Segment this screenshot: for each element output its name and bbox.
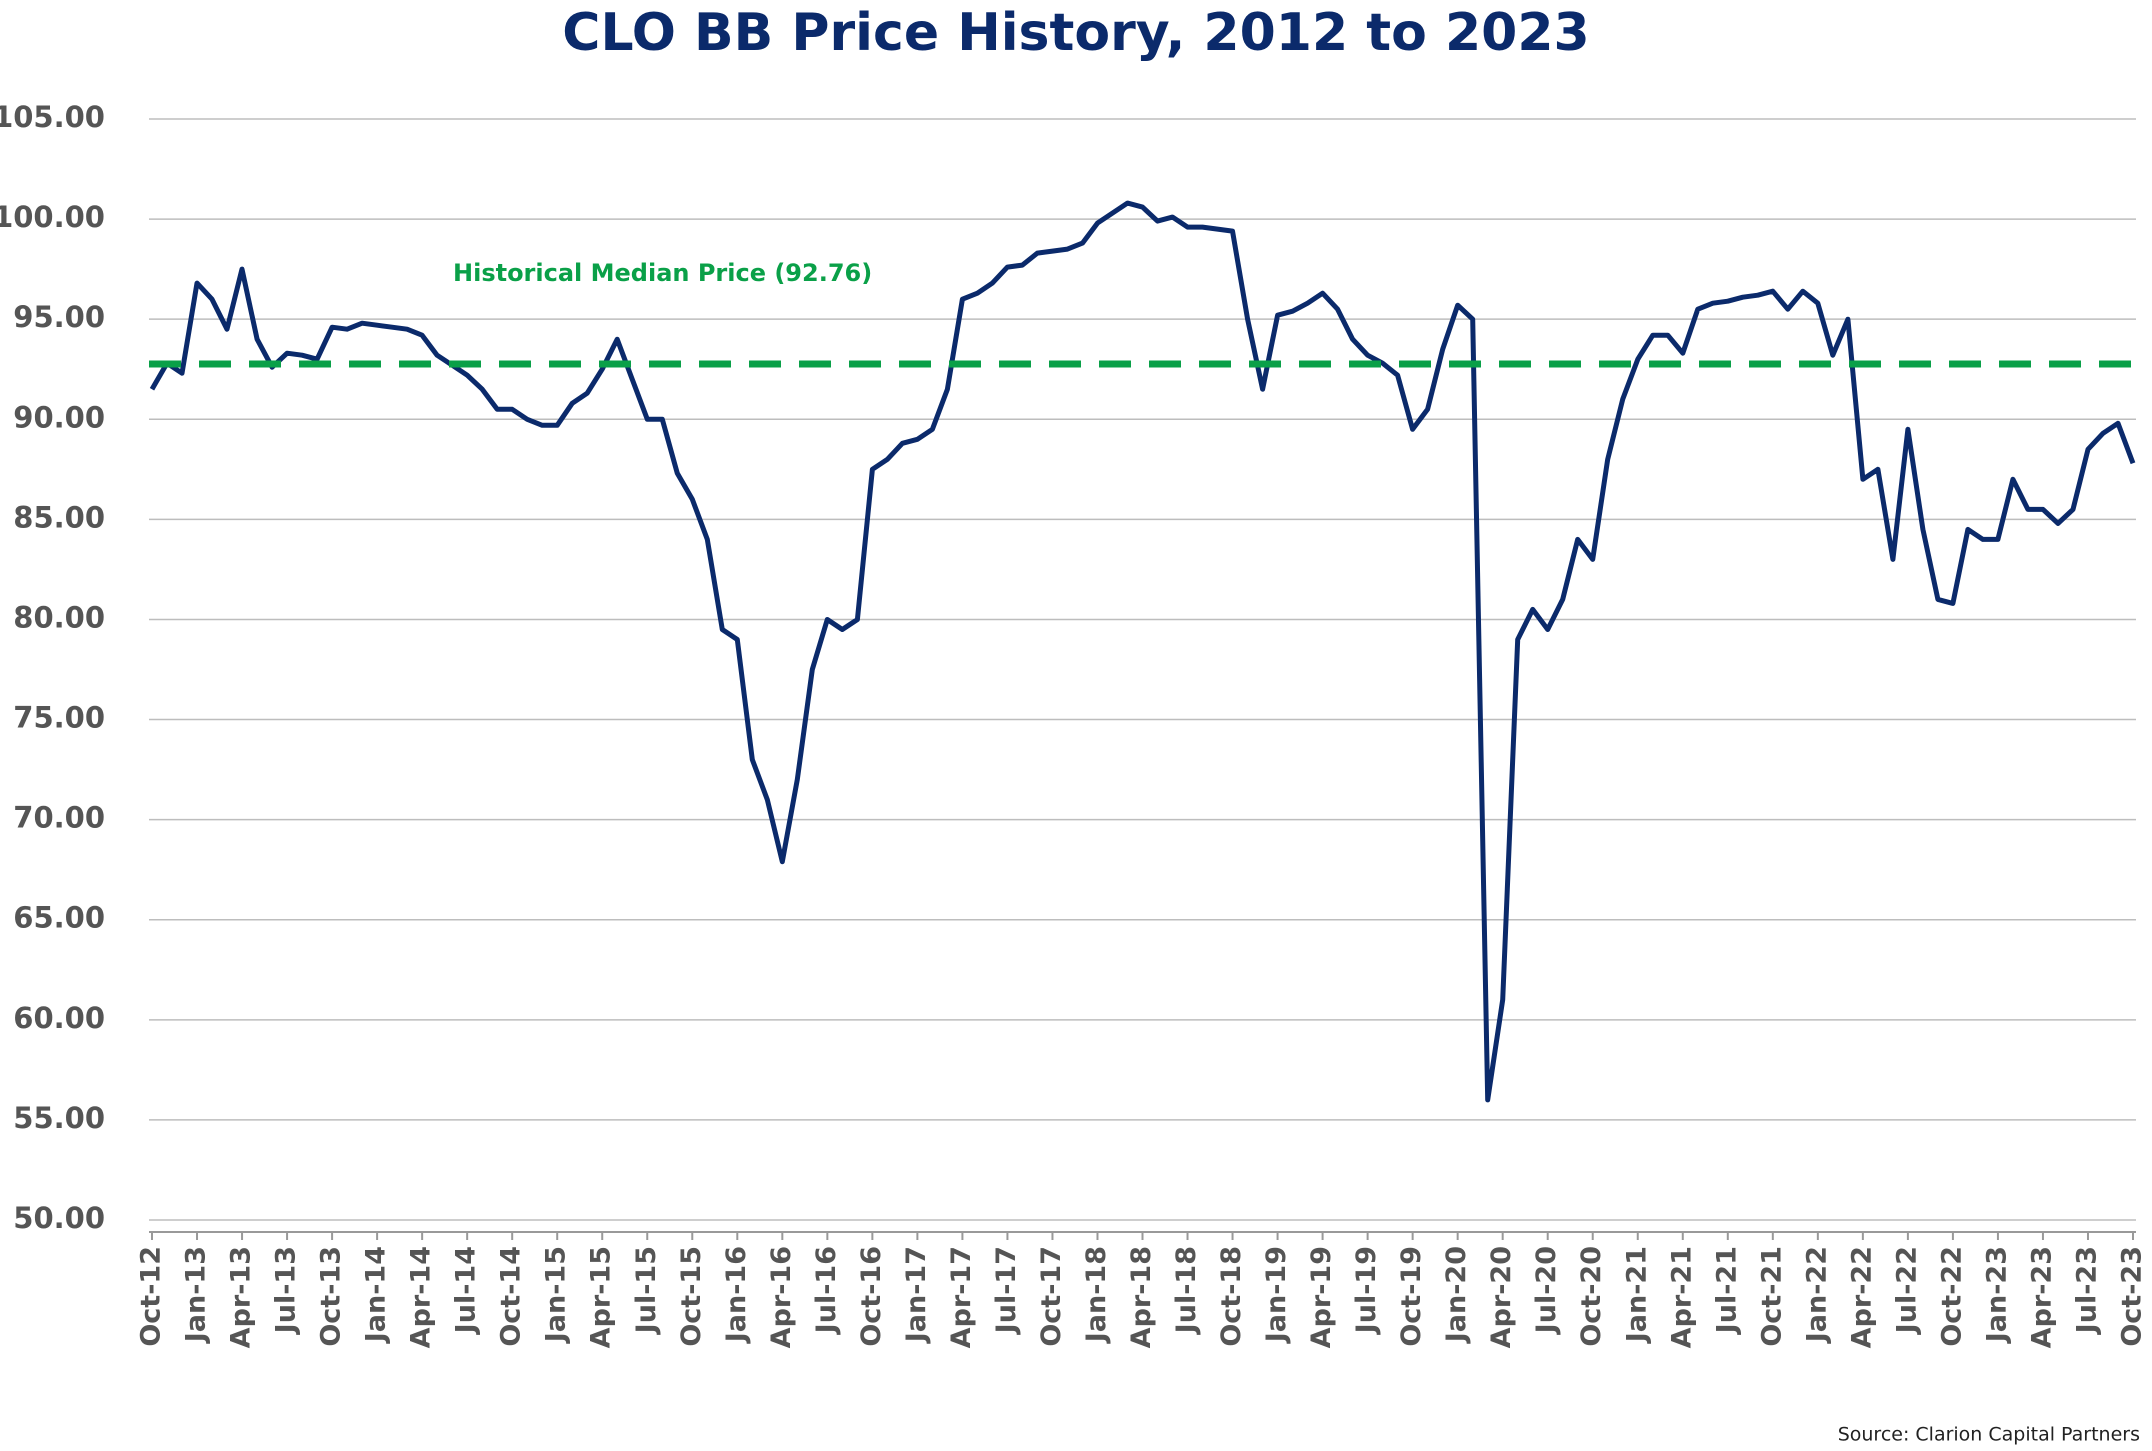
x-tick-label: Jul-22 [1891,1246,1922,1335]
y-tick-label: 95.00 [13,300,105,334]
x-tick-label: Oct-19 [1396,1246,1427,1347]
y-tick-label: 60.00 [13,1001,105,1035]
x-tick-label: Jan-23 [1981,1246,2012,1344]
x-tick-label: Apr-18 [1126,1246,1157,1348]
x-tick-label: Jan-18 [1081,1246,1112,1344]
x-tick-label: Apr-13 [226,1246,257,1348]
y-tick-label: 50.00 [13,1201,105,1235]
x-tick-label: Apr-20 [1486,1246,1517,1348]
x-tick-label: Apr-19 [1306,1246,1337,1348]
x-tick-label: Jul-19 [1351,1246,1382,1335]
x-tick-label: Apr-14 [406,1246,437,1348]
y-tick-label: 65.00 [13,901,105,935]
x-tick-label: Oct-15 [676,1246,707,1347]
x-tick-label: Jul-17 [991,1246,1022,1335]
median-label: Historical Median Price (92.76) [453,259,872,287]
x-tick-label: Jul-14 [451,1246,482,1335]
y-tick-label: 55.00 [13,1101,105,1135]
chart-title: CLO BB Price History, 2012 to 2023 [562,3,1589,63]
y-tick-label: 70.00 [13,801,105,835]
x-tick-label: Jan-21 [1621,1246,1652,1344]
source-note: Source: Clarion Capital Partners [1838,1424,2140,1446]
price-line [149,200,2136,1103]
x-tick-label: Jul-23 [2071,1246,2102,1335]
y-tick-label: 90.00 [13,400,105,434]
x-tick-label: Jan-16 [721,1246,752,1344]
x-tick-label: Oct-13 [316,1246,347,1347]
x-tick-label: Apr-17 [946,1246,977,1348]
x-tick-label: Oct-20 [1576,1246,1607,1347]
x-tick-label: Jan-22 [1801,1246,1832,1344]
x-tick-label: Oct-17 [1036,1246,1067,1347]
y-tick-label: 75.00 [13,701,105,735]
x-tick-label: Jul-16 [811,1246,842,1335]
x-tick-label: Apr-21 [1666,1246,1697,1348]
x-tick-label: Oct-21 [1756,1246,1787,1347]
y-tick-label: 80.00 [13,600,105,634]
x-tick-label: Apr-23 [2026,1246,2057,1348]
x-tick-label: Oct-23 [2117,1246,2148,1347]
x-tick-label: Jan-15 [541,1246,572,1344]
x-tick-label: Oct-18 [1216,1246,1247,1347]
x-tick-label: Jul-21 [1711,1246,1742,1335]
x-tick-label: Jul-18 [1171,1246,1202,1335]
x-tick-label: Oct-14 [496,1246,527,1347]
x-tick-label: Jan-17 [901,1246,932,1344]
x-tick-label: Oct-22 [1936,1246,1967,1347]
x-tick-label: Jan-14 [361,1246,392,1344]
x-tick-label: Jan-13 [181,1246,212,1344]
x-tick-label: Apr-22 [1846,1246,1877,1348]
x-tick-label: Oct-12 [136,1246,167,1347]
x-tick-label: Jul-13 [271,1246,302,1335]
y-tick-label: 100.00 [0,200,105,234]
x-tick-label: Apr-15 [586,1246,617,1348]
x-tick-label: Apr-16 [766,1246,797,1348]
x-tick-label: Jan-19 [1261,1246,1292,1344]
x-tick-label: Jul-15 [631,1246,662,1335]
y-tick-label: 105.00 [0,100,105,134]
x-tick-label: Jul-20 [1531,1246,1562,1335]
x-tick-label: Oct-16 [856,1246,887,1347]
y-tick-label: 85.00 [13,500,105,534]
x-tick-label: Jan-20 [1441,1246,1472,1344]
